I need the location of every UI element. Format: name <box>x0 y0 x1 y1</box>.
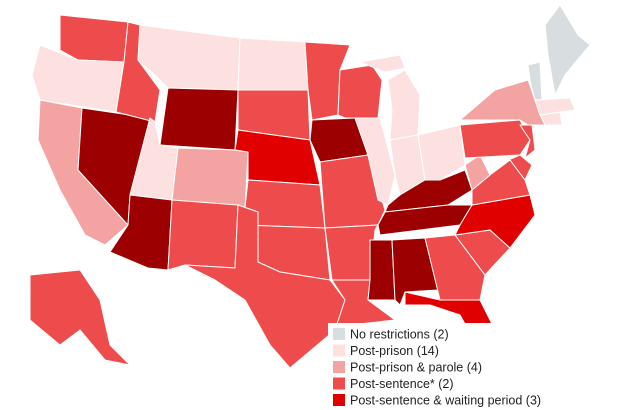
legend-label: Post-sentence & waiting period (3) <box>350 393 541 407</box>
state <box>459 119 531 159</box>
state <box>454 194 536 249</box>
state <box>489 154 533 181</box>
legend-swatch <box>333 344 345 357</box>
state <box>464 154 491 191</box>
legend-swatch <box>333 328 345 340</box>
legend-box <box>328 323 528 410</box>
legend-swatch <box>333 377 345 390</box>
state <box>29 269 131 366</box>
state <box>337 64 383 119</box>
legend-swatch <box>333 361 345 373</box>
legend-label: Post-sentence* (2) <box>350 377 454 391</box>
state <box>237 37 309 91</box>
state <box>184 204 346 369</box>
state <box>59 14 129 63</box>
state <box>167 199 239 271</box>
state <box>159 87 239 151</box>
legend-label: No restrictions (2) <box>350 327 449 341</box>
legend: No restrictions (2) Post-prison (14) Post-… <box>333 327 541 410</box>
state <box>417 124 466 181</box>
legend-label: Post-prison & parole (4) <box>350 360 482 374</box>
state <box>534 97 576 116</box>
states <box>29 4 591 376</box>
legend-label: Post-prison (14) <box>350 344 439 358</box>
state <box>387 69 421 141</box>
state <box>359 54 406 73</box>
state <box>367 239 396 301</box>
legend-swatch <box>333 394 345 406</box>
state <box>424 234 486 301</box>
state <box>171 147 249 209</box>
state <box>544 4 591 96</box>
